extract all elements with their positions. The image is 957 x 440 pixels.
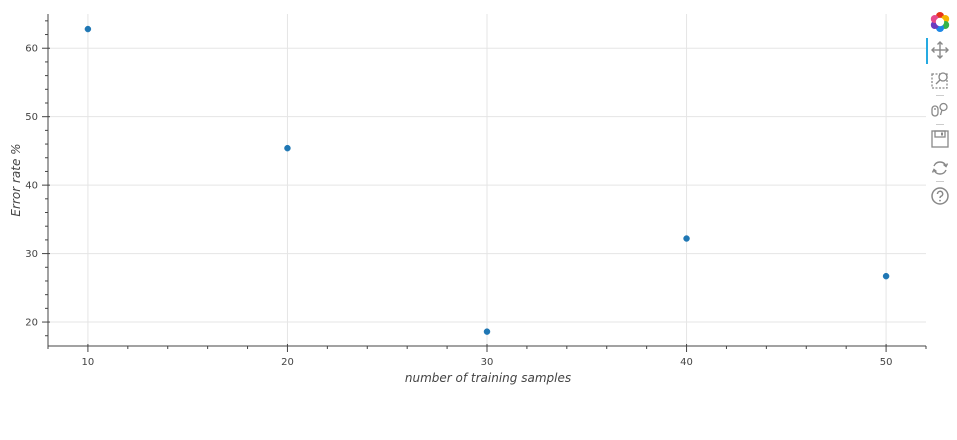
wheel-zoom-icon[interactable]: [928, 98, 952, 122]
data-point: [882, 272, 890, 280]
chart-toolbar: [926, 8, 954, 208]
x-axis-title: number of training samples: [405, 371, 571, 385]
data-points: [84, 25, 890, 335]
pan-icon[interactable]: [928, 38, 952, 62]
grid-lines: [48, 14, 926, 346]
box-zoom-icon[interactable]: [928, 68, 952, 92]
x-tick-label: 30: [481, 357, 494, 368]
data-point: [84, 25, 92, 33]
tick-marks: [42, 20, 927, 352]
bokeh-logo-icon: [928, 10, 952, 34]
help-icon[interactable]: [928, 184, 952, 208]
toolbar-separator: [936, 181, 944, 182]
active-tool-indicator: [926, 38, 928, 64]
save-icon[interactable]: [928, 127, 952, 151]
y-tick-label: 30: [25, 249, 38, 260]
x-tick-label: 10: [82, 357, 95, 368]
data-point: [284, 144, 291, 152]
y-tick-label: 50: [25, 112, 38, 123]
data-point: [683, 235, 690, 242]
data-point: [483, 328, 491, 335]
x-tick-label: 20: [281, 357, 294, 368]
y-tick-label: 20: [25, 318, 38, 329]
toolbar-separator: [936, 124, 944, 125]
y-tick-label: 40: [25, 181, 38, 192]
x-tick-label: 50: [880, 357, 893, 368]
y-axis-title: Error rate %: [9, 143, 23, 216]
y-tick-label: 60: [25, 44, 38, 55]
tick-labels: 10 20 30 40 50 20 30 40 50 60: [25, 44, 892, 368]
reset-icon[interactable]: [928, 156, 952, 180]
toolbar-separator: [936, 95, 944, 96]
x-tick-label: 40: [680, 357, 693, 368]
